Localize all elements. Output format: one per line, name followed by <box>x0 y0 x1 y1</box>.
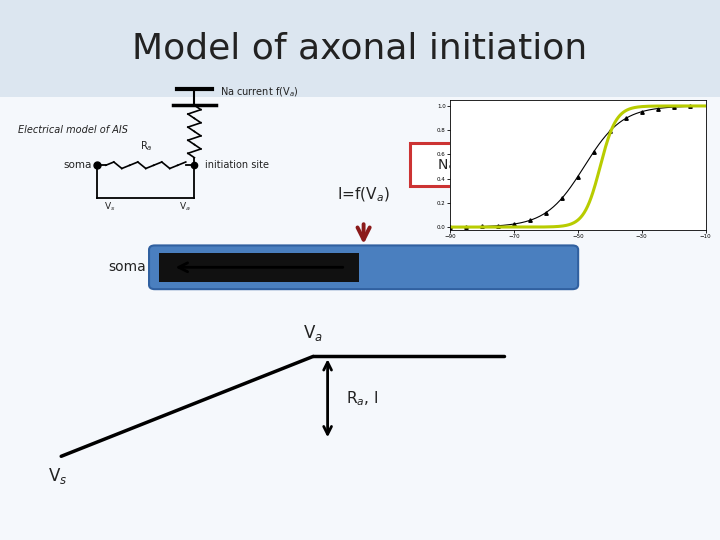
Text: soma: soma <box>63 160 91 170</box>
Text: I=f(V$_a$): I=f(V$_a$) <box>337 186 390 204</box>
FancyBboxPatch shape <box>410 143 558 186</box>
Text: V$_s$: V$_s$ <box>48 466 67 486</box>
Text: Electrical model of AIS: Electrical model of AIS <box>18 125 128 134</box>
Text: Na activation: Na activation <box>438 158 531 172</box>
Bar <box>159 253 359 281</box>
Text: Model of axonal initiation: Model of axonal initiation <box>132 32 588 65</box>
Bar <box>0 97 720 540</box>
Text: V$_s$: V$_s$ <box>104 200 116 213</box>
Text: R$_a$: R$_a$ <box>140 139 152 153</box>
Text: R$_a$, I: R$_a$, I <box>346 389 378 408</box>
Text: initiation site: initiation site <box>205 160 269 170</box>
Text: V$_a$: V$_a$ <box>303 323 323 343</box>
Bar <box>0 0 720 97</box>
Text: V$_a$: V$_a$ <box>179 200 191 213</box>
Text: Na current f(V$_a$): Na current f(V$_a$) <box>220 85 298 99</box>
FancyBboxPatch shape <box>149 245 578 289</box>
Text: soma: soma <box>109 260 146 274</box>
